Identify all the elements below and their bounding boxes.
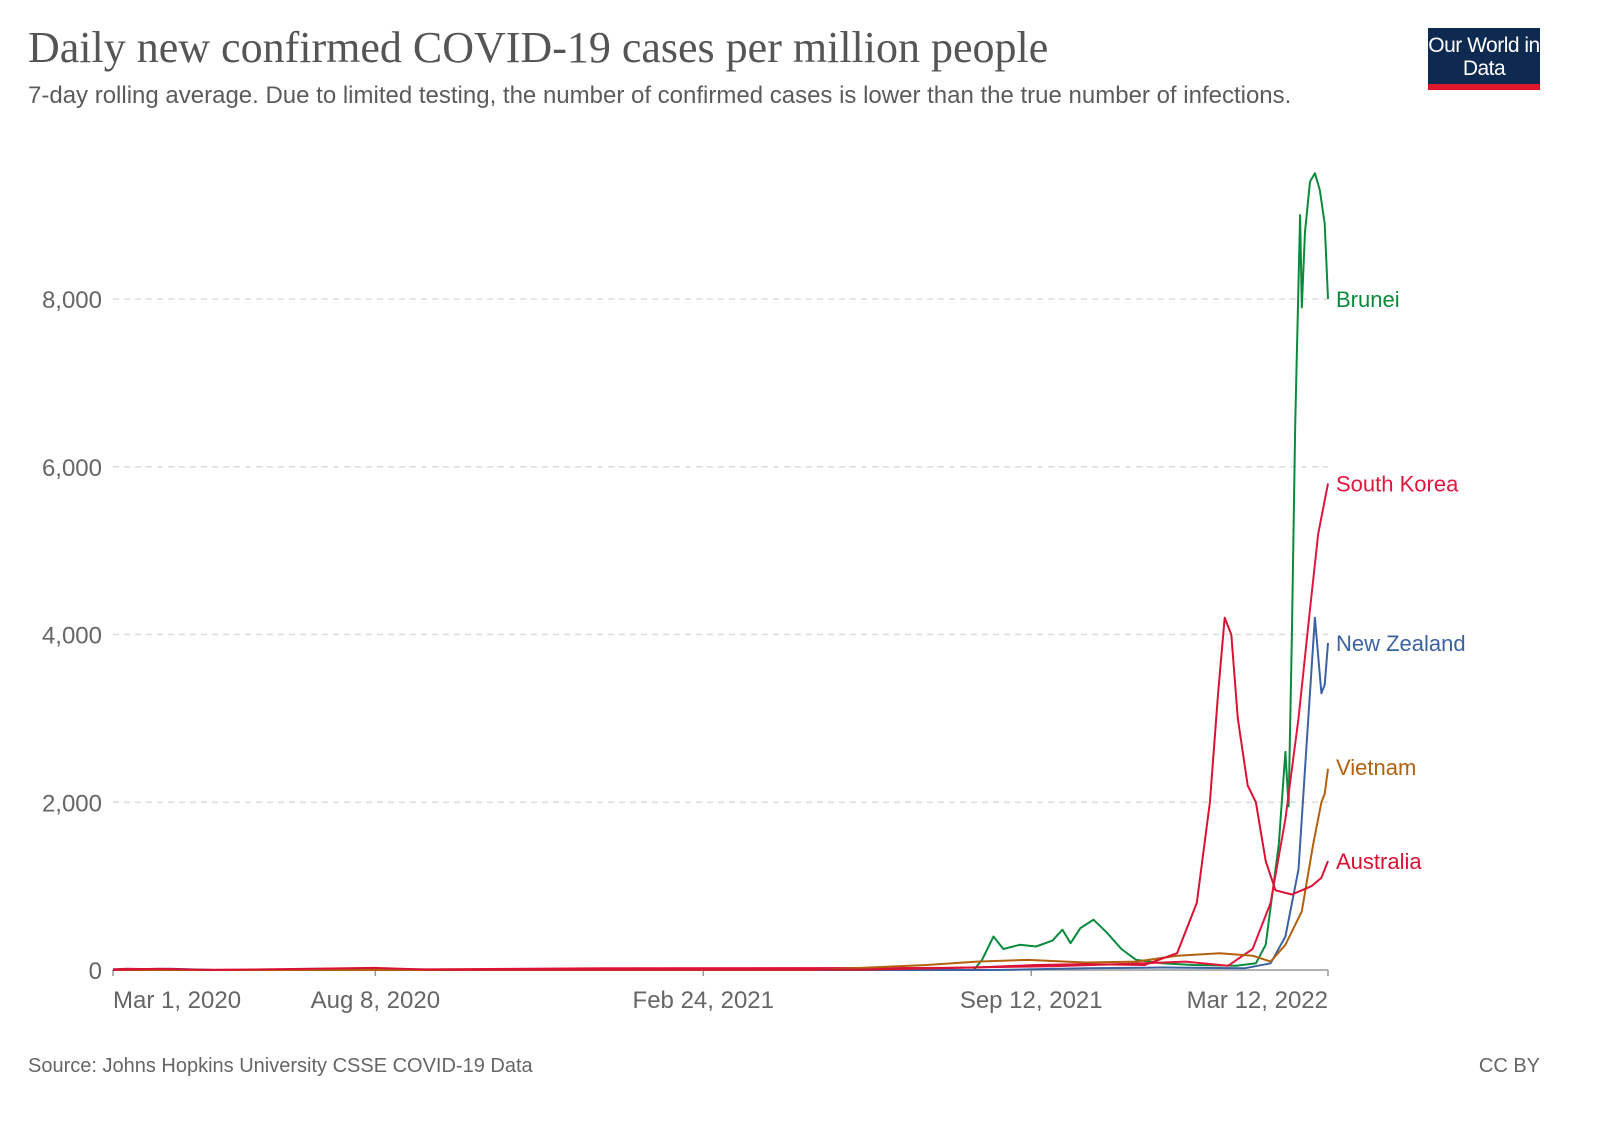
y-tick-label: 0 xyxy=(89,958,102,985)
x-tick-label: Sep 12, 2021 xyxy=(960,987,1103,1014)
x-tick-label: Aug 8, 2020 xyxy=(311,987,440,1014)
gridlines xyxy=(113,298,1328,803)
x-tick-label: Mar 1, 2020 xyxy=(113,987,241,1014)
series-line-australia xyxy=(112,616,1329,971)
series-line-vietnam xyxy=(113,768,1329,971)
series-labels: Brunei South Korea New Zealand Vietnam Austr… xyxy=(1336,287,1466,874)
y-tick-label: 6,000 xyxy=(42,455,102,482)
chart-subtitle: 7-day rolling average. Due to limited te… xyxy=(28,82,1292,109)
series-label: Vietnam xyxy=(1336,755,1416,780)
logo-text: Our World in Data xyxy=(1428,34,1540,80)
series-lines xyxy=(112,172,1329,971)
x-tick-label: Mar 12, 2022 xyxy=(1187,987,1328,1014)
x-axis: Mar 1, 2020 Aug 8, 2020 Feb 24, 2021 Sep 12… xyxy=(112,969,1329,1014)
x-tick-label: Feb 24, 2021 xyxy=(633,987,774,1014)
series-line-south-korea xyxy=(112,483,1329,971)
series-line-new-zealand xyxy=(112,616,1329,971)
y-axis: 0 2,000 4,000 6,000 8,000 xyxy=(42,287,102,985)
y-tick-label: 4,000 xyxy=(42,623,102,650)
series-label: South Korea xyxy=(1336,472,1459,497)
series-label: Australia xyxy=(1336,849,1422,874)
y-tick-label: 8,000 xyxy=(42,287,102,314)
series-line-brunei xyxy=(112,172,1329,971)
series-label: Brunei xyxy=(1336,287,1400,312)
chart-title: Daily new confirmed COVID-19 cases per m… xyxy=(28,23,1049,72)
series-label: New Zealand xyxy=(1336,631,1466,656)
license-note[interactable]: CC BY xyxy=(1478,1055,1540,1077)
y-tick-label: 2,000 xyxy=(42,790,102,817)
owid-logo[interactable]: Our World in Data xyxy=(1428,28,1540,90)
source-note[interactable]: Source: Johns Hopkins University CSSE CO… xyxy=(28,1055,533,1077)
